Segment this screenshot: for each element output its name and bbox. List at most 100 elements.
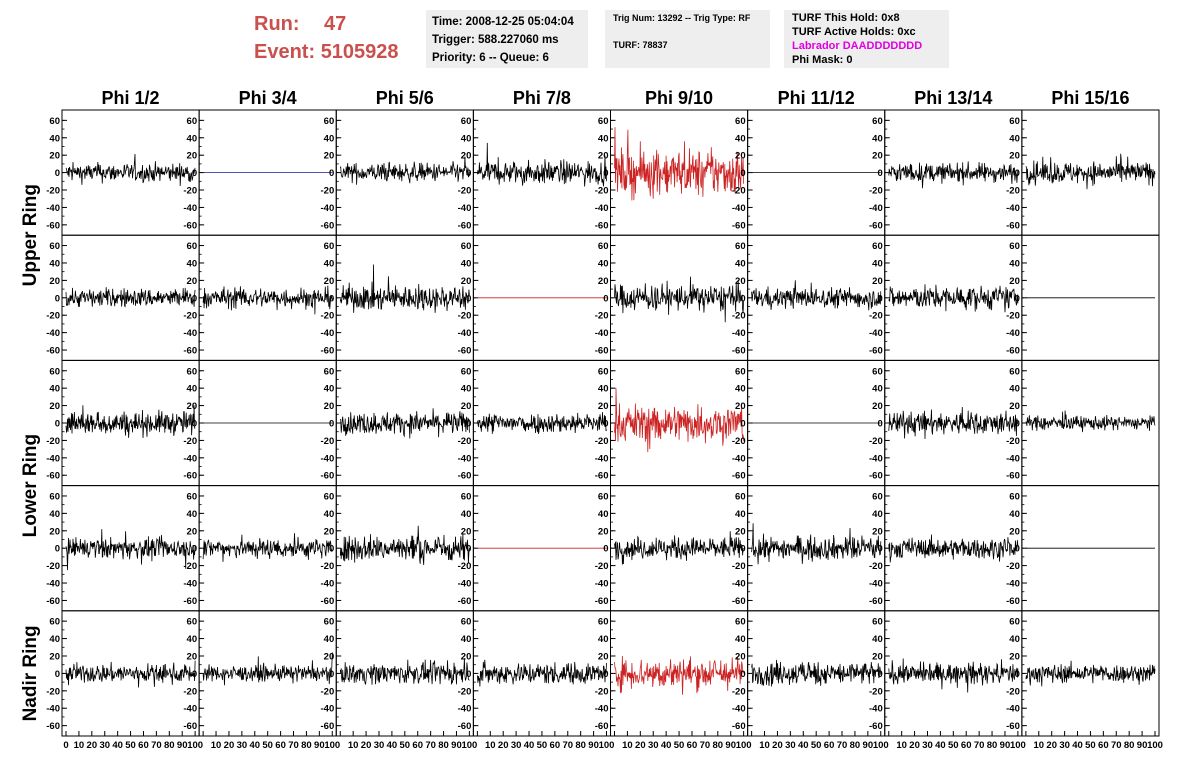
x-tick-label: 90 <box>725 740 736 751</box>
x-tick-label: 90 <box>588 740 599 751</box>
x-tick-label: 80 <box>1124 740 1135 751</box>
x-tick-label: 0 <box>63 740 68 751</box>
waveform-line <box>65 660 196 688</box>
row-group-label: Nadir Ring <box>20 625 41 721</box>
y-tick-label: -20 <box>321 186 335 197</box>
y-tick-label: 60 <box>735 241 746 252</box>
x-tick-label: 70 <box>1111 740 1122 751</box>
y-tick-label: 60 <box>187 241 198 252</box>
y-tick-label: -20 <box>458 686 472 697</box>
y-tick-label: -60 <box>732 721 746 732</box>
y-tick-label: 60 <box>49 491 60 502</box>
event-value: 5105928 <box>320 41 399 63</box>
waveform-line <box>339 264 470 313</box>
x-tick-label: 40 <box>249 740 260 751</box>
y-tick-label: 40 <box>324 258 335 269</box>
y-tick-label: -20 <box>595 561 609 572</box>
y-tick-label: 20 <box>461 151 472 162</box>
y-tick-label: 0 <box>1015 168 1020 179</box>
y-tick-label: -40 <box>732 328 746 339</box>
y-tick-label: 40 <box>872 258 883 269</box>
y-tick-label: -60 <box>321 220 335 231</box>
x-tick-label: 60 <box>1098 740 1109 751</box>
y-tick-label: -20 <box>595 186 609 197</box>
y-tick-label: 40 <box>1009 133 1020 144</box>
y-tick-label: -40 <box>869 579 883 590</box>
y-tick-label: -40 <box>183 579 197 590</box>
y-tick-label: -60 <box>321 346 335 357</box>
y-tick-label: 60 <box>49 241 60 252</box>
x-tick-label: 50 <box>400 740 411 751</box>
y-tick-label: 40 <box>461 384 472 395</box>
y-tick-label: 0 <box>740 168 745 179</box>
y-tick-label: 20 <box>598 276 609 287</box>
y-tick-label: 0 <box>1015 419 1020 430</box>
y-tick-label: 20 <box>1009 276 1020 287</box>
y-tick-label: -40 <box>869 453 883 464</box>
y-tick-label: 0 <box>740 544 745 555</box>
waveform-line <box>339 408 470 439</box>
y-tick-label: -40 <box>458 453 472 464</box>
y-tick-label: 0 <box>740 293 745 304</box>
y-tick-label: 0 <box>55 544 60 555</box>
column-title: Phi 1/2 <box>102 88 160 108</box>
y-tick-label: -60 <box>183 721 197 732</box>
y-tick-label: 20 <box>872 526 883 537</box>
x-tick-label: 50 <box>948 740 959 751</box>
x-tick-label: 60 <box>412 740 423 751</box>
y-tick-label: -60 <box>1006 596 1020 607</box>
y-tick-label: 20 <box>49 276 60 287</box>
y-tick-label: -40 <box>732 579 746 590</box>
waveform-line <box>339 658 470 686</box>
y-tick-label: -60 <box>595 346 609 357</box>
y-tick-label: 40 <box>872 133 883 144</box>
y-tick-label: 60 <box>461 241 472 252</box>
labrador-line: Labrador DAADDDDDDD <box>792 40 923 52</box>
time-line: Time: 2008-12-25 05:04:04 <box>432 16 574 28</box>
y-tick-label: -60 <box>869 471 883 482</box>
y-tick-label: 0 <box>192 419 197 430</box>
y-tick-label: 0 <box>877 669 882 680</box>
y-tick-label: 60 <box>324 366 335 377</box>
y-tick-label: -60 <box>732 220 746 231</box>
y-tick-label: -60 <box>869 346 883 357</box>
y-tick-label: 60 <box>461 617 472 628</box>
x-tick-label: 70 <box>288 740 299 751</box>
y-tick-label: -40 <box>732 453 746 464</box>
y-tick-label: -60 <box>183 471 197 482</box>
y-tick-label: -60 <box>183 220 197 231</box>
x-tick-label: 80 <box>301 740 312 751</box>
y-tick-label: -40 <box>595 203 609 214</box>
x-tick-label: 30 <box>511 740 522 751</box>
y-tick-label: -60 <box>1006 346 1020 357</box>
y-tick-label: -40 <box>458 704 472 715</box>
y-tick-label: -20 <box>458 561 472 572</box>
x-tick-label: 20 <box>498 740 509 751</box>
y-tick-label: -60 <box>458 220 472 231</box>
run-row: Run: 47 <box>254 10 399 38</box>
y-tick-label: -40 <box>46 328 60 339</box>
run-value: 47 <box>324 13 347 35</box>
waveform-line <box>614 276 744 323</box>
x-tick-label: 40 <box>387 740 398 751</box>
x-tick-label: 10 <box>759 740 770 751</box>
y-tick-label: -20 <box>46 686 60 697</box>
y-tick-label: 60 <box>461 491 472 502</box>
x-tick-label: 10 <box>348 740 359 751</box>
y-tick-label: -20 <box>869 436 883 447</box>
y-tick-label: -20 <box>458 436 472 447</box>
y-tick-label: 40 <box>1009 258 1020 269</box>
y-tick-label: 20 <box>598 401 609 412</box>
y-tick-label: -40 <box>321 453 335 464</box>
y-tick-label: -60 <box>183 596 197 607</box>
x-tick-label: 50 <box>125 740 136 751</box>
y-tick-label: 0 <box>1015 293 1020 304</box>
y-tick-label: -20 <box>732 561 746 572</box>
y-tick-label: 0 <box>192 669 197 680</box>
y-tick-label: -20 <box>183 186 197 197</box>
y-tick-label: 40 <box>872 509 883 520</box>
y-tick-label: -60 <box>321 471 335 482</box>
y-tick-label: 0 <box>329 669 334 680</box>
y-tick-label: -40 <box>458 579 472 590</box>
